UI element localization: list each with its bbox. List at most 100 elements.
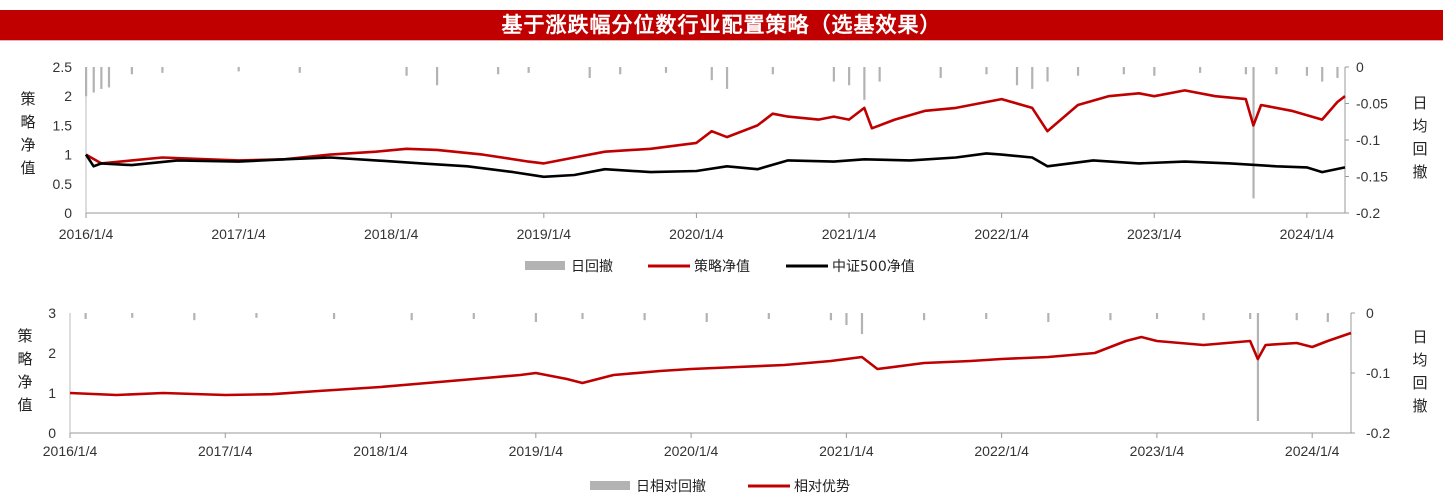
drawdown-bar — [298, 67, 301, 73]
drawdown-bar — [85, 67, 88, 97]
drawdown-bar — [619, 67, 622, 75]
x-tick-label: 2016/1/4 — [59, 226, 114, 242]
drawdown-bar — [527, 67, 530, 73]
drawdown-bar — [1275, 67, 1278, 75]
y-right-tick-label: -0.2 — [1366, 425, 1390, 441]
y-left-tick-label: 2 — [64, 88, 72, 104]
y-left-axis-label-char: 净 — [17, 373, 32, 391]
drawdown-bar — [255, 313, 258, 318]
y-left-tick-label: 1 — [48, 385, 56, 401]
y-left-tick-label: 3 — [48, 305, 56, 321]
drawdown-bar — [829, 313, 833, 321]
x-tick-label: 2022/1/4 — [974, 226, 1029, 242]
x-tick-label: 2018/1/4 — [353, 443, 408, 459]
y-right-tick-label: -0.05 — [1356, 96, 1388, 112]
drawdown-bar — [1047, 313, 1050, 322]
drawdown-bar — [848, 67, 851, 86]
drawdown-bar — [84, 313, 87, 319]
legend-label: 策略净值 — [694, 258, 750, 275]
drawdown-bar — [161, 67, 164, 73]
drawdown-bar — [664, 67, 668, 73]
drawdown-bar — [1326, 313, 1329, 322]
title-underline — [0, 40, 1443, 41]
drawdown-bar — [1199, 67, 1202, 73]
legend-label: 日回撤 — [571, 259, 613, 275]
series-line — [69, 331, 1352, 397]
drawdown-bar — [985, 67, 988, 75]
drawdown-bar — [1244, 67, 1248, 75]
drawdown-bar — [100, 67, 103, 89]
y-right-axis-label-char: 均 — [1412, 117, 1427, 135]
drawdown-bar — [725, 67, 729, 89]
drawdown-bar — [1015, 67, 1019, 86]
drawdown-bar — [985, 313, 988, 319]
drawdown-bar — [1031, 67, 1034, 89]
y-right-axis-label-char: 撤 — [1412, 397, 1427, 415]
x-tick-label: 2021/1/4 — [822, 226, 877, 242]
x-tick-label: 2024/1/4 — [1280, 226, 1335, 242]
drawdown-bar — [939, 67, 942, 78]
legend-swatch-bar — [525, 261, 565, 270]
drawdown-bar — [1321, 67, 1324, 82]
y-left-axis-label-char: 策 — [17, 327, 32, 345]
drawdown-bar — [1336, 67, 1339, 78]
x-tick-label: 2018/1/4 — [364, 226, 419, 242]
drawdown-bar — [107, 67, 111, 88]
x-tick-label: 2020/1/4 — [669, 226, 724, 242]
y-left-tick-label: 1 — [64, 147, 72, 163]
drawdown-bar — [1046, 67, 1049, 82]
x-tick-label: 2019/1/4 — [509, 443, 564, 459]
legend-label: 中证500净值 — [832, 259, 915, 275]
y-right-tick-label: -0.15 — [1356, 169, 1388, 185]
x-tick-label: 2019/1/4 — [517, 226, 572, 242]
x-tick-label: 2022/1/4 — [974, 443, 1029, 459]
y-left-tick-label: 2 — [48, 345, 56, 361]
drawdown-bar — [237, 67, 240, 72]
drawdown-bar — [705, 313, 708, 322]
drawdown-bar — [534, 313, 538, 322]
drawdown-bar — [1076, 67, 1080, 76]
drawdown-bar — [832, 67, 835, 82]
drawdown-bar — [1305, 67, 1309, 76]
drawdown-bar — [710, 67, 713, 81]
y-right-axis-label-char: 日 — [1412, 328, 1427, 346]
x-tick-label: 2017/1/4 — [198, 443, 253, 459]
series-line — [85, 89, 1346, 165]
drawdown-bar — [332, 313, 336, 319]
y-left-tick-label: 2.5 — [53, 59, 73, 75]
series-line — [84, 152, 1346, 179]
drawdown-bar — [1109, 313, 1112, 321]
x-tick-label: 2020/1/4 — [664, 443, 719, 459]
drawdown-bar — [1155, 313, 1159, 319]
y-left-axis-label-char: 值 — [20, 159, 35, 177]
drawdown-bar — [130, 67, 133, 75]
drawdown-bar — [767, 313, 770, 319]
y-right-axis-label-char: 均 — [1412, 351, 1427, 369]
drawdown-bar — [1295, 313, 1298, 321]
chart-title-banner: 基于涨跌幅分位数行业配置策略（选基效果） — [0, 10, 1443, 40]
drawdown-bar — [581, 313, 584, 319]
drawdown-bar — [497, 67, 500, 75]
legend-swatch-bar — [590, 481, 630, 490]
x-tick-label: 2024/1/4 — [1285, 443, 1340, 459]
drawdown-bar — [1202, 313, 1205, 321]
legend-label: 日相对回撤 — [636, 479, 706, 495]
y-right-axis-label-char: 日 — [1412, 94, 1427, 112]
y-left-tick-label: 1.5 — [53, 117, 73, 133]
drawdown-bar — [1122, 67, 1125, 75]
drawdown-bar — [435, 67, 439, 86]
x-tick-label: 2023/1/4 — [1127, 226, 1182, 242]
drawdown-bar — [193, 313, 196, 321]
y-left-tick-label: 0 — [48, 425, 56, 441]
x-tick-label: 2021/1/4 — [819, 443, 874, 459]
x-tick-label: 2023/1/4 — [1130, 443, 1185, 459]
drawdown-bar — [1249, 313, 1252, 319]
y-left-tick-label: 0.5 — [53, 176, 73, 192]
y-left-axis-label-char: 策 — [20, 90, 35, 108]
y-right-axis-label-char: 撤 — [1412, 163, 1427, 181]
drawdown-bar — [1153, 67, 1156, 76]
drawdown-bar — [860, 313, 864, 334]
x-tick-label: 2017/1/4 — [211, 226, 266, 242]
drawdown-bar — [472, 313, 475, 319]
